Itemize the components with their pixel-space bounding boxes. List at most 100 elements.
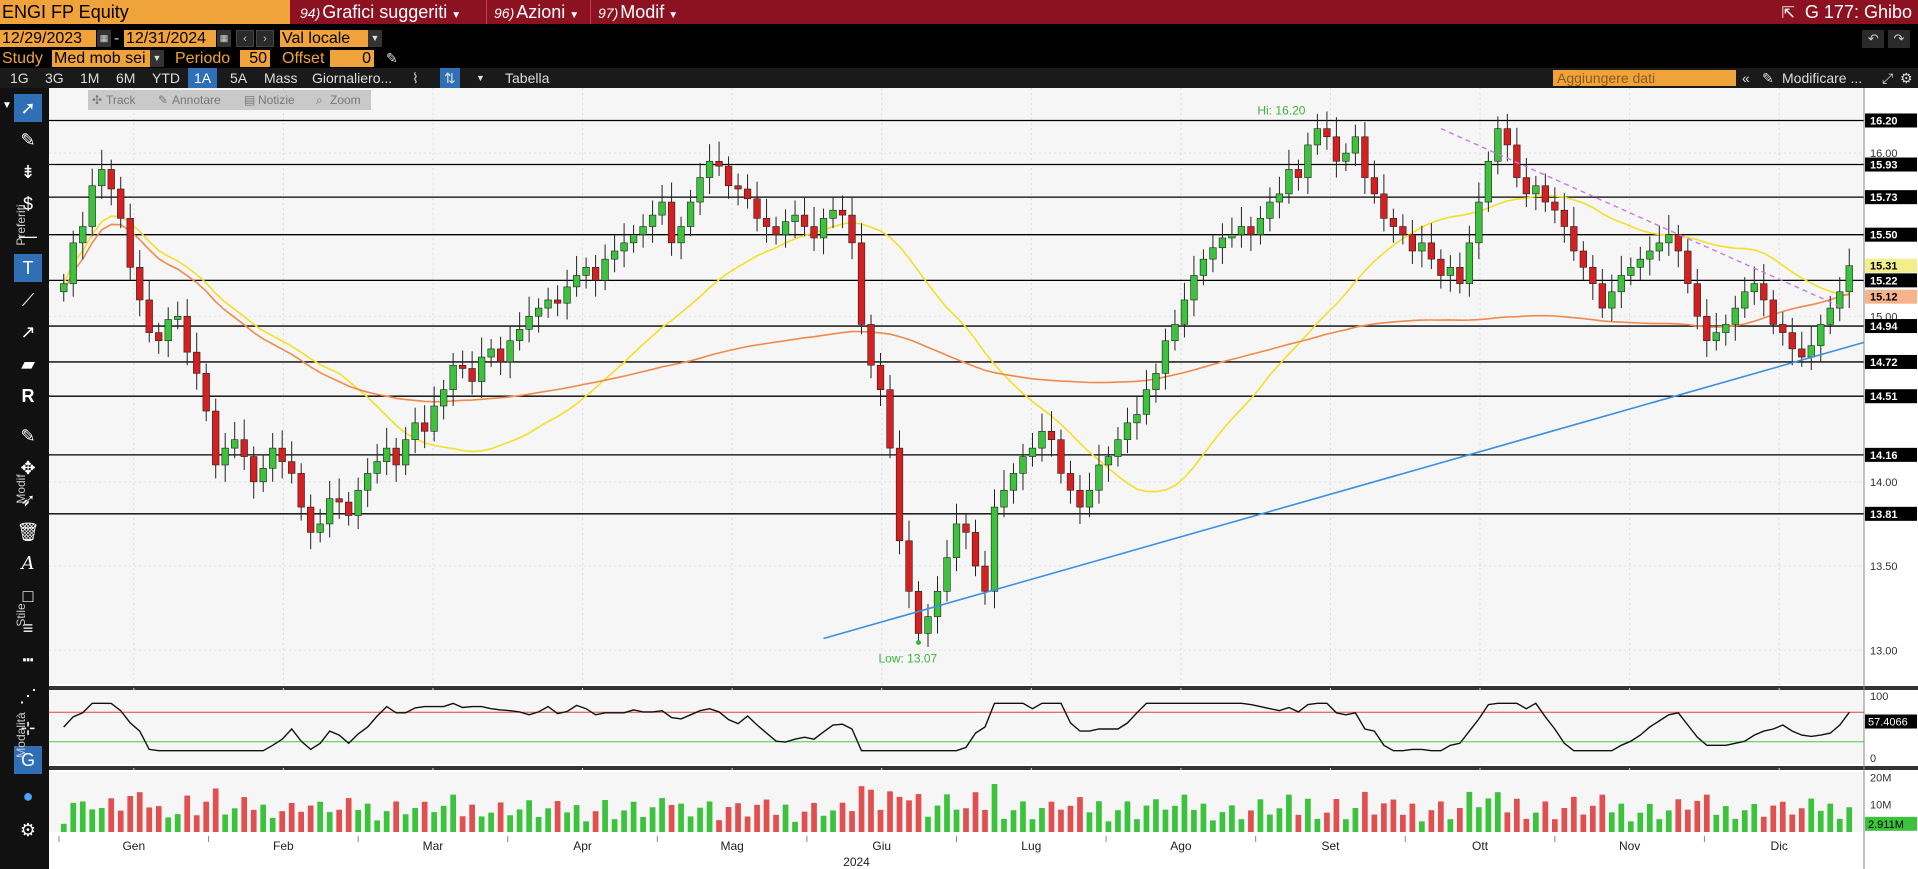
candle-body [1560,209,1568,227]
open-external-icon[interactable]: ⇱ [1781,5,1795,22]
track-icon: ✣ [92,93,103,107]
volume-bar [1172,805,1178,832]
period-5a[interactable]: 5A [230,70,248,86]
volume-bar [896,796,903,832]
candle-body [971,532,980,567]
add-data-input[interactable]: Aggiungere dati [1553,70,1736,86]
move-icon[interactable]: ✥ [20,458,36,478]
draw-pen-icon[interactable]: ✎ [20,130,36,150]
zoom-button[interactable]: Zoom [330,93,361,107]
menu-suggested-charts[interactable]: 94) Grafici suggeriti ▼ [300,0,461,24]
cursor-icon[interactable]: ➚ [14,94,42,122]
line-style-icon[interactable]: ┅ [22,650,34,670]
period-1g[interactable]: 1G [10,70,29,86]
ticker-field[interactable]: ENGI FP Equity [0,0,290,24]
candlestick-icon[interactable]: ⇅ [440,68,460,88]
gear-icon[interactable]: ⚙ [1900,70,1913,86]
candle-body [810,226,818,239]
chart-area[interactable]: Gen Feb Mar Apr Mag Giu Lug Ago Set Ott Nov Dic 2024… [49,88,1918,869]
text-tool-icon[interactable]: T [14,254,42,282]
calendar-icon[interactable]: ▦ [217,30,231,47]
period-1m[interactable]: 1M [80,70,100,86]
prev-arrow-icon[interactable]: ‹ [236,30,254,47]
track-button[interactable]: Track [106,93,136,107]
volume-bar [735,803,741,832]
candle-body [1551,201,1559,211]
dollar-tool-icon[interactable]: $ [22,194,33,214]
top-right-info[interactable]: ⇱ G 177: Ghibo [1782,0,1912,24]
period-3g[interactable]: 3G [45,70,64,86]
magnet-icon[interactable]: G [14,746,42,774]
modify-button[interactable]: Modificare ... [1782,70,1863,86]
end-date-field[interactable]: 12/31/2024 [124,30,216,47]
candle-body [164,319,172,342]
collapse-icon[interactable]: « [1742,70,1750,86]
period-1a[interactable]: 1A [188,68,218,88]
period-ytd[interactable]: YTD [152,70,180,86]
price-chart[interactable]: Gen Feb Mar Apr Mag Giu Lug Ago Set Ott Nov Dic 2024… [49,88,1918,869]
period-input[interactable]: 50 [240,50,270,67]
candle-body [1627,267,1635,276]
retracement-icon[interactable]: R [21,386,35,406]
edit-icon[interactable]: ✎ [1762,70,1774,86]
color-palette-icon[interactable]: ● [22,786,34,806]
x-month-label: Mag [720,839,743,853]
frequency-select[interactable]: Giornaliero... [312,70,393,86]
ray-icon[interactable]: ↗ [20,322,36,342]
candle-body [1275,193,1284,203]
volume-bar [1039,808,1045,832]
trend-line-icon[interactable]: ⟋ [21,290,35,310]
start-date-field[interactable]: 12/29/2023 [0,30,96,47]
chevron-down-icon[interactable]: ▼ [476,73,485,83]
candle-body [1684,250,1692,284]
candle-body [791,214,799,222]
study-select[interactable]: Med mob sei [52,50,150,67]
volume-bar [431,812,437,832]
next-arrow-icon[interactable]: › [256,30,274,47]
candle-body [658,201,666,216]
horizontal-line-icon[interactable]: — [19,226,37,246]
news-button[interactable]: Notizie [258,93,295,107]
redo-icon[interactable]: ↷ [1888,30,1910,48]
font-style-icon[interactable]: A [21,553,35,574]
trash-icon[interactable]: 🗑 [16,522,40,542]
candle-body [383,447,391,462]
candle-body [1807,345,1815,358]
channel-icon[interactable]: ▰ [21,354,35,374]
candle-body [610,250,619,260]
collapse-arrow-icon[interactable]: ▼ [2,100,12,111]
volume-bar [1447,819,1454,832]
settings-icon[interactable]: ⚙ [19,820,37,840]
menu-actions[interactable]: 96) Azioni ▼ [494,0,579,24]
select-arrow-icon[interactable]: ➶ [20,490,36,510]
line-chart-icon[interactable]: ⌇ [412,70,419,86]
pencil-icon[interactable]: ✎ [386,50,398,66]
candle-body [1845,265,1853,293]
expand-icon[interactable]: ⤢ [1882,70,1894,86]
currency-select[interactable]: Val locale [280,30,368,47]
crosshair-mode-icon[interactable]: ⊹ [20,718,36,738]
edit-pen-icon[interactable]: ✎ [20,426,36,446]
calendar-icon[interactable]: ▦ [97,30,111,47]
menu-modify[interactable]: 97) Modif ▼ [598,0,678,24]
candle-body [126,218,134,268]
price-level-tag [1865,506,1917,521]
volume-bar [1390,799,1397,832]
menu-label: Grafici suggeriti [322,2,448,22]
oscillator-panel-bg [49,690,1864,764]
chevron-down-icon[interactable]: ▼ [150,50,164,67]
table-button[interactable]: Tabella [505,70,550,86]
period-6m[interactable]: 6M [116,70,136,86]
volume-bar [915,794,922,832]
annotate-button[interactable]: Annotare [172,93,221,107]
period-max[interactable]: Mass [264,70,298,86]
undo-icon[interactable]: ↶ [1862,30,1885,48]
candle-body [1028,447,1037,457]
menu-number: 94) [300,5,321,21]
chevron-down-icon[interactable]: ▼ [368,30,382,47]
line-weight-icon[interactable]: ≡ [22,618,34,638]
dotted-line-icon[interactable]: ⋰ [19,686,37,706]
offset-input[interactable]: 0 [330,50,374,67]
fill-color-icon[interactable]: □ [22,586,34,606]
percent-tool-icon[interactable]: ⇟ [20,162,36,182]
